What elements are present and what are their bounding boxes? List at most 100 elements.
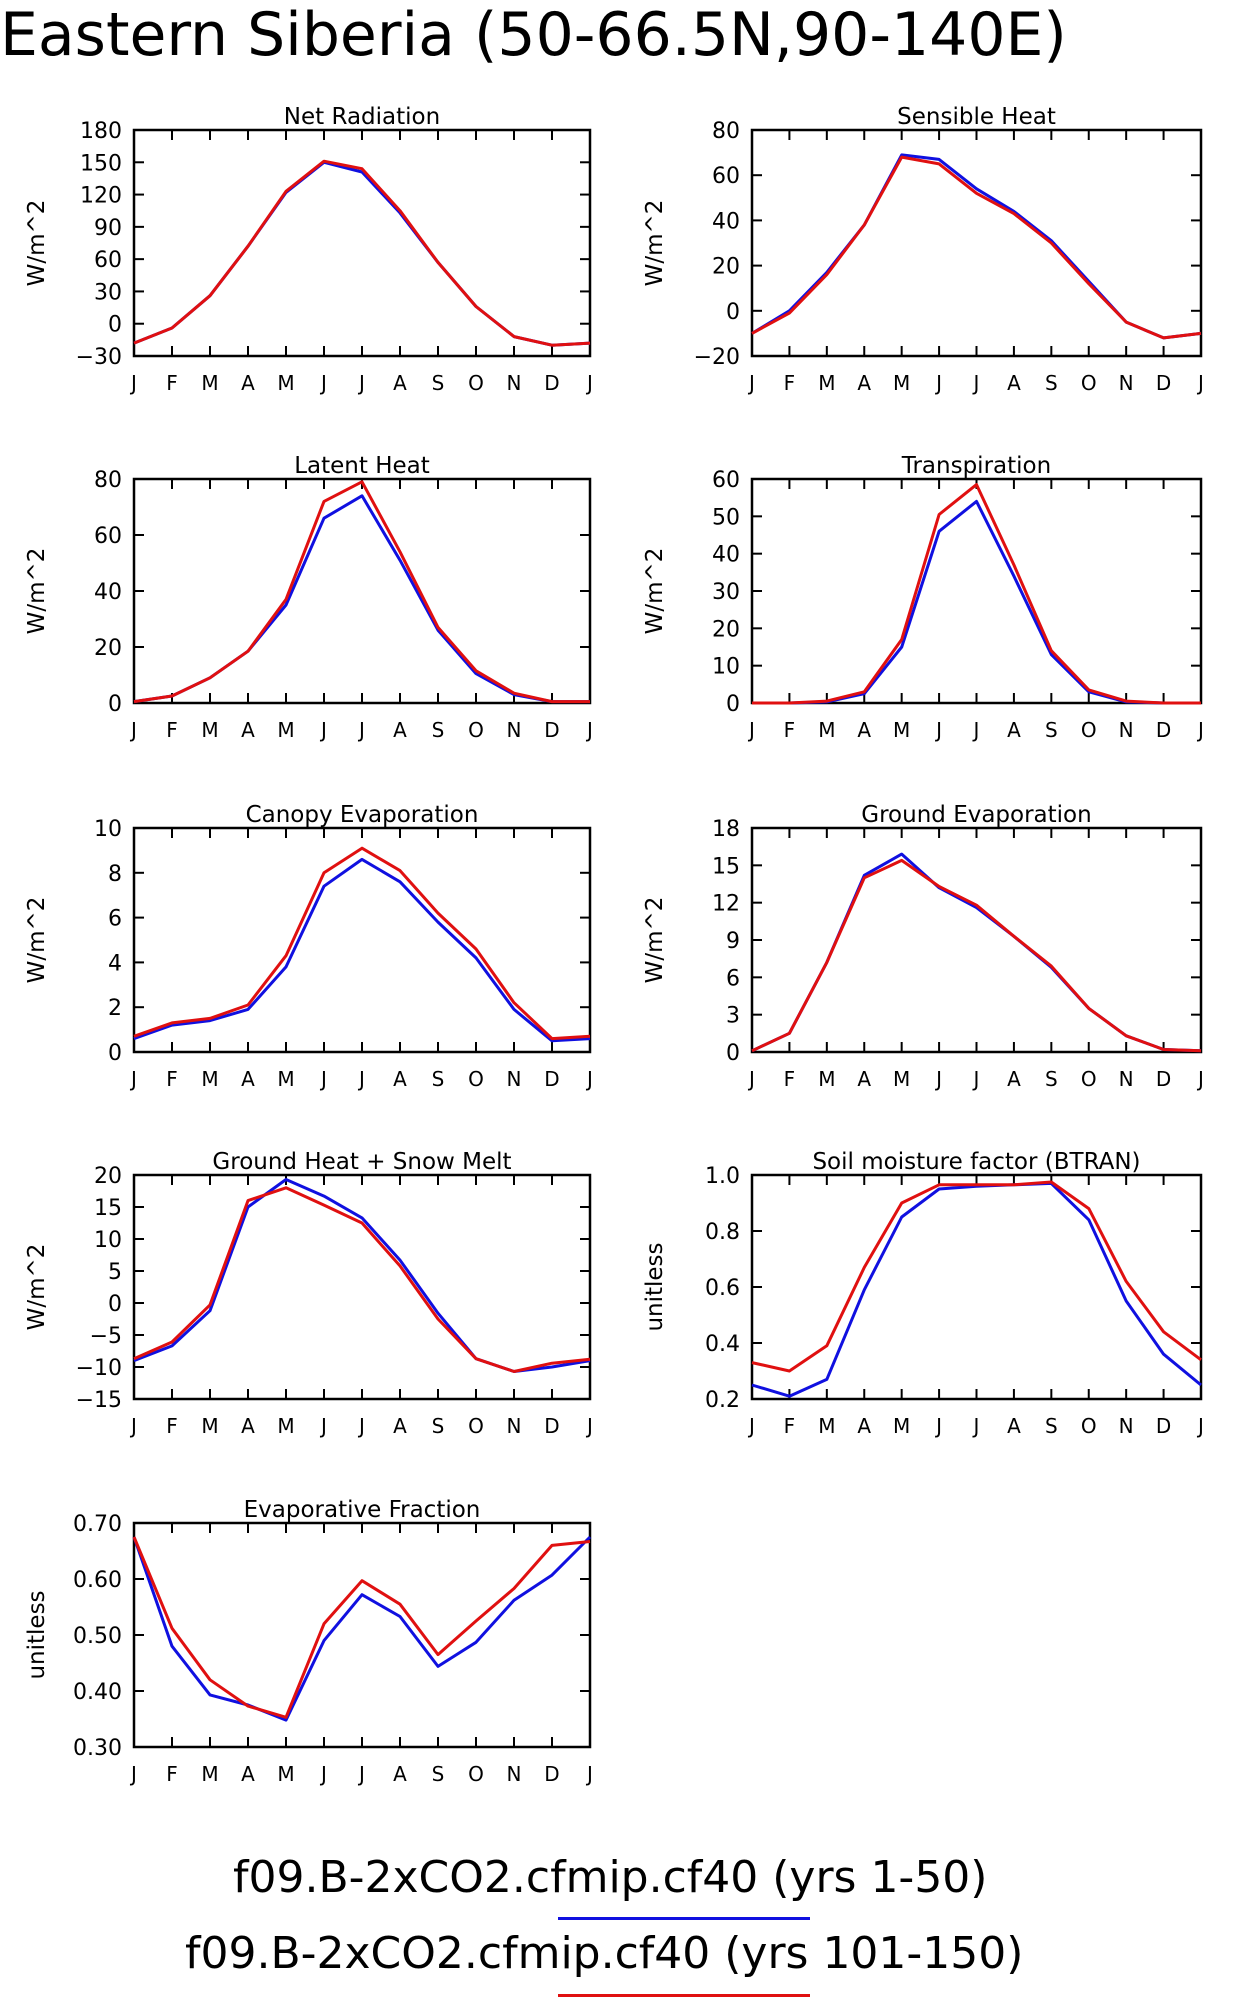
x-tick-label: J xyxy=(934,371,942,395)
x-tick-label: J xyxy=(747,718,755,742)
series-line-yrs-101-150 xyxy=(751,858,1202,1053)
x-tick-label: A xyxy=(241,1762,255,1786)
x-tick-label: M xyxy=(201,1762,218,1786)
y-tick-label: 0 xyxy=(108,1041,122,1066)
x-tick-label: A xyxy=(857,1067,871,1091)
x-tick-label: J xyxy=(972,718,980,742)
x-tick-label: M xyxy=(201,1414,218,1438)
series-line-yrs-101-150 xyxy=(133,846,591,1041)
y-tick-label: 6 xyxy=(108,907,122,932)
y-tick-label: 60 xyxy=(94,248,122,273)
y-tick-label: 80 xyxy=(94,468,122,493)
x-tick-label: N xyxy=(1119,1414,1134,1438)
x-tick-label: N xyxy=(1119,371,1134,395)
y-tick-label: 20 xyxy=(94,1164,122,1189)
x-tick-label: M xyxy=(277,1414,294,1438)
legend-entry-2: f09.B-2xCO2.cfmip.cf40 (yrs 101-150) xyxy=(185,1928,1023,1979)
x-tick-label: J xyxy=(129,718,137,742)
x-tick-label: J xyxy=(972,1067,980,1091)
x-tick-label: F xyxy=(784,1067,796,1091)
x-tick-label: D xyxy=(544,1067,559,1091)
x-tick-label: A xyxy=(393,1067,407,1091)
plot-frame xyxy=(750,128,1203,358)
y-tick-label: 0.30 xyxy=(73,1736,122,1761)
x-tick-label: N xyxy=(507,1762,522,1786)
x-tick-label: J xyxy=(357,1762,365,1786)
y-tick-label: 0.4 xyxy=(705,1332,740,1357)
x-tick-label: F xyxy=(784,1414,796,1438)
x-tick-label: J xyxy=(585,1414,593,1438)
y-tick-label: 80 xyxy=(712,119,740,144)
series-line-yrs-1-50 xyxy=(751,153,1202,340)
x-tick-label: A xyxy=(1007,718,1021,742)
x-tick-label: J xyxy=(129,1067,137,1091)
x-tick-label: J xyxy=(357,1067,365,1091)
panel-title: Canopy Evaporation xyxy=(246,802,479,828)
panel-title: Ground Evaporation xyxy=(861,802,1091,828)
x-tick-label: S xyxy=(1045,718,1058,742)
x-tick-label: M xyxy=(277,1762,294,1786)
x-tick-label: M xyxy=(818,1067,835,1091)
y-axis-label: W/m^2 xyxy=(642,200,668,287)
y-tick-label: 40 xyxy=(712,543,740,568)
x-tick-label: J xyxy=(585,371,593,395)
x-tick-label: J xyxy=(319,1762,327,1786)
y-tick-label: 5 xyxy=(108,1260,122,1285)
x-tick-label: J xyxy=(972,1414,980,1438)
panel-title: Transpiration xyxy=(901,453,1051,479)
y-tick-label: 6 xyxy=(726,966,740,991)
x-tick-label: N xyxy=(1119,718,1134,742)
x-tick-label: J xyxy=(1196,1067,1204,1091)
x-tick-label: J xyxy=(1196,1414,1204,1438)
plot-frame xyxy=(750,826,1203,1054)
x-tick-label: J xyxy=(129,371,137,395)
y-tick-label: 0 xyxy=(108,313,122,338)
series-line-yrs-1-50 xyxy=(133,160,591,347)
x-tick-label: F xyxy=(166,1762,178,1786)
y-axis-label: W/m^2 xyxy=(24,1244,50,1331)
x-tick-label: A xyxy=(241,1414,255,1438)
y-tick-label: 180 xyxy=(80,119,122,144)
series-line-yrs-1-50 xyxy=(132,1535,592,1722)
y-tick-label: 20 xyxy=(94,636,122,661)
x-tick-label: O xyxy=(1081,1067,1097,1091)
series-line-yrs-101-150 xyxy=(133,480,590,704)
x-tick-label: D xyxy=(544,1762,559,1786)
series-line-yrs-1-50 xyxy=(133,494,590,704)
legend-swatch-2 xyxy=(558,1994,810,1997)
panel-title: Soil moisture factor (BTRAN) xyxy=(812,1149,1140,1175)
panel-title: Evaporative Fraction xyxy=(244,1497,481,1523)
x-tick-label: A xyxy=(393,1762,407,1786)
plot-frame xyxy=(750,477,1203,705)
y-tick-label: 60 xyxy=(94,524,122,549)
x-tick-label: O xyxy=(1081,371,1097,395)
x-tick-label: S xyxy=(1045,371,1058,395)
y-axis-label: unitless xyxy=(24,1590,50,1679)
y-tick-label: 0.60 xyxy=(73,1568,122,1593)
plot-frame xyxy=(132,1521,592,1749)
series-line-yrs-101-150 xyxy=(752,483,1201,705)
y-tick-label: 40 xyxy=(94,580,122,605)
y-tick-label: 10 xyxy=(94,817,122,842)
x-tick-label: D xyxy=(1156,1067,1171,1091)
y-tick-label: 3 xyxy=(726,1004,740,1029)
panel-title: Latent Heat xyxy=(294,453,430,479)
x-tick-label: A xyxy=(241,1067,255,1091)
x-tick-label: A xyxy=(393,718,407,742)
y-tick-label: 8 xyxy=(108,862,122,887)
y-tick-label: 0.40 xyxy=(73,1680,122,1705)
y-tick-label: 60 xyxy=(712,468,740,493)
x-tick-label: A xyxy=(393,371,407,395)
x-tick-label: A xyxy=(393,1414,407,1438)
y-tick-label: 120 xyxy=(80,184,122,209)
legend-entry-1: f09.B-2xCO2.cfmip.cf40 (yrs 1-50) xyxy=(233,1852,987,1903)
x-tick-label: S xyxy=(1045,1414,1058,1438)
y-tick-label: −10 xyxy=(76,1356,122,1381)
x-tick-label: F xyxy=(166,718,178,742)
series-line-yrs-1-50 xyxy=(133,1178,591,1373)
x-tick-label: J xyxy=(934,1067,942,1091)
x-tick-label: J xyxy=(129,1414,137,1438)
y-tick-label: 0.70 xyxy=(73,1512,122,1537)
y-tick-label: 2 xyxy=(108,996,122,1021)
series-line-yrs-101-150 xyxy=(751,1180,1202,1373)
